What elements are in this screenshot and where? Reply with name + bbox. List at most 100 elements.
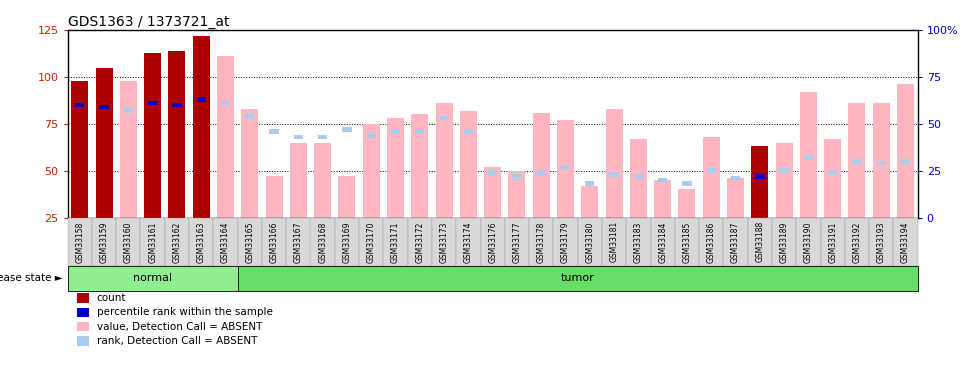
Text: GSM33172: GSM33172 — [415, 221, 424, 262]
Bar — [464, 129, 473, 134]
Bar — [196, 97, 206, 102]
Bar — [630, 139, 647, 218]
Bar — [99, 105, 109, 109]
Text: disease state ►: disease state ► — [0, 273, 63, 284]
Bar — [148, 101, 157, 105]
Bar — [415, 129, 424, 134]
Bar — [727, 178, 744, 218]
Text: GSM33187: GSM33187 — [731, 221, 740, 262]
Text: GSM33191: GSM33191 — [828, 221, 838, 262]
Bar — [436, 103, 453, 218]
Bar — [318, 135, 327, 139]
Text: GSM33162: GSM33162 — [172, 221, 182, 262]
Bar — [440, 116, 449, 120]
Bar — [412, 114, 428, 218]
Bar — [582, 186, 598, 218]
Text: GSM33188: GSM33188 — [755, 221, 764, 262]
Bar — [678, 189, 696, 217]
Bar — [804, 155, 813, 160]
Text: GSM33174: GSM33174 — [464, 221, 473, 262]
Bar — [606, 109, 623, 217]
Text: GSM33184: GSM33184 — [658, 221, 668, 262]
Bar — [488, 170, 497, 175]
Bar — [362, 124, 380, 218]
Bar — [484, 167, 501, 218]
Text: GSM33161: GSM33161 — [148, 221, 157, 262]
Text: GSM33167: GSM33167 — [294, 221, 303, 262]
Text: GSM33160: GSM33160 — [124, 221, 133, 262]
Bar — [561, 165, 570, 169]
Text: tumor: tumor — [561, 273, 594, 284]
Text: GSM33185: GSM33185 — [682, 221, 692, 262]
Bar — [508, 171, 526, 217]
Text: GSM33180: GSM33180 — [585, 221, 594, 262]
Bar — [848, 103, 866, 218]
Bar — [387, 118, 404, 218]
Text: GSM33181: GSM33181 — [610, 221, 618, 262]
Text: GSM33183: GSM33183 — [634, 221, 643, 262]
Bar — [706, 168, 716, 173]
Bar — [338, 176, 355, 218]
Bar — [824, 139, 841, 218]
Text: GSM33158: GSM33158 — [75, 221, 84, 262]
Bar — [460, 111, 477, 218]
Bar — [192, 36, 210, 218]
Text: GSM33176: GSM33176 — [488, 221, 497, 262]
Bar — [71, 81, 88, 218]
Bar — [221, 101, 230, 105]
Text: GSM33177: GSM33177 — [512, 221, 522, 262]
Bar — [294, 135, 303, 139]
Text: GSM33169: GSM33169 — [342, 221, 352, 262]
Text: GSM33164: GSM33164 — [221, 221, 230, 262]
Text: GSM33186: GSM33186 — [707, 221, 716, 262]
Text: GSM33194: GSM33194 — [901, 221, 910, 262]
Text: normal: normal — [133, 273, 172, 284]
Bar — [876, 161, 886, 165]
Bar — [124, 108, 133, 113]
Bar — [366, 133, 376, 137]
Text: GSM33163: GSM33163 — [197, 221, 206, 262]
Text: percentile rank within the sample: percentile rank within the sample — [97, 308, 272, 317]
Bar — [314, 142, 331, 218]
Bar — [731, 176, 740, 180]
Text: value, Detection Call = ABSENT: value, Detection Call = ABSENT — [97, 322, 262, 332]
Bar — [290, 142, 307, 218]
Bar — [75, 103, 84, 107]
Bar — [828, 170, 838, 175]
Text: GSM33173: GSM33173 — [440, 221, 448, 262]
Bar — [634, 174, 643, 178]
Text: GSM33166: GSM33166 — [270, 221, 278, 262]
Bar — [654, 180, 671, 218]
Text: GSM33170: GSM33170 — [367, 221, 376, 262]
Bar — [897, 84, 914, 218]
Bar — [270, 129, 279, 134]
Bar — [217, 56, 234, 217]
Bar — [610, 172, 619, 177]
Bar — [780, 168, 789, 173]
Bar — [536, 170, 546, 175]
Bar — [144, 53, 161, 217]
Text: GDS1363 / 1373721_at: GDS1363 / 1373721_at — [68, 15, 229, 29]
Text: rank, Detection Call = ABSENT: rank, Detection Call = ABSENT — [97, 336, 257, 346]
Bar — [852, 159, 862, 164]
Bar — [755, 174, 764, 178]
Text: GSM33179: GSM33179 — [561, 221, 570, 262]
Text: GSM33193: GSM33193 — [877, 221, 886, 262]
Text: GSM33171: GSM33171 — [391, 221, 400, 262]
Bar — [682, 182, 692, 186]
Text: GSM33192: GSM33192 — [852, 221, 862, 262]
Bar — [512, 174, 522, 178]
Bar — [96, 68, 113, 218]
Text: GSM33168: GSM33168 — [318, 221, 327, 262]
Bar — [702, 137, 720, 218]
Text: count: count — [97, 293, 127, 303]
Bar — [342, 127, 352, 132]
Bar — [242, 109, 258, 217]
Bar — [120, 81, 137, 218]
Bar — [752, 146, 768, 218]
Text: GSM33178: GSM33178 — [537, 221, 546, 262]
Text: GSM33159: GSM33159 — [99, 221, 108, 262]
Bar — [532, 112, 550, 218]
Bar — [391, 129, 400, 134]
Bar — [800, 92, 817, 218]
